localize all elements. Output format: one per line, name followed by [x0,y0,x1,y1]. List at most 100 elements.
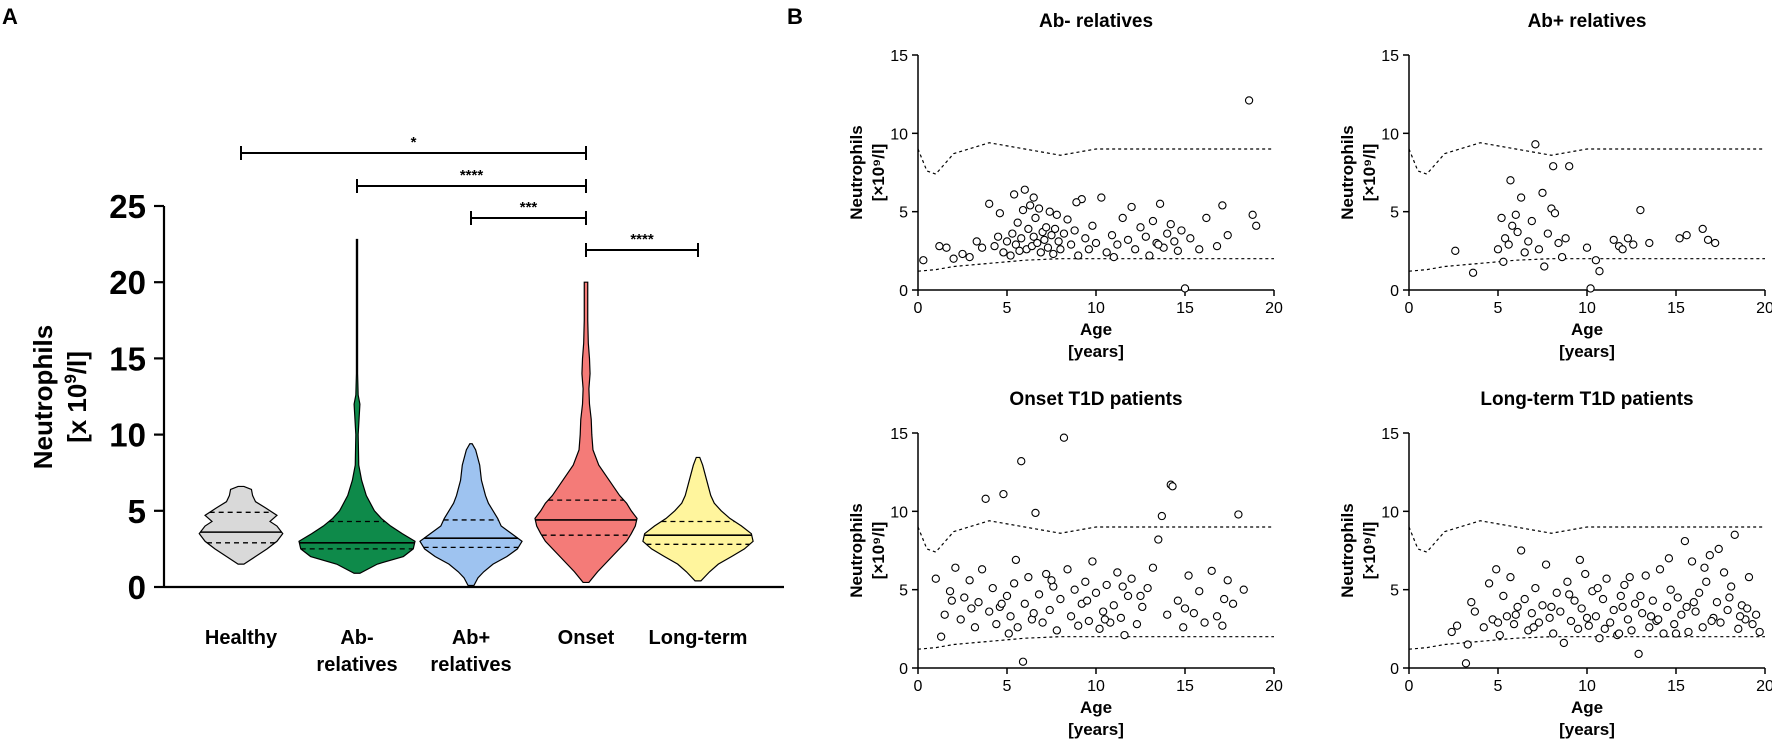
data-point [1573,624,1583,633]
data-point [1629,240,1638,249]
data-point [1598,594,1608,604]
y-tick-label: 10 [890,126,908,143]
data-point [1655,565,1665,574]
y-tick-label: 5 [899,583,908,600]
upper-ref-line [1408,520,1765,553]
data-point [935,241,944,251]
data-point [1195,587,1204,596]
x-axis-label-line1: Age [1080,320,1112,339]
y-tick-label: 0 [1390,283,1399,300]
data-point [1714,544,1723,554]
data-point [1493,618,1503,627]
data-point [1127,202,1136,212]
category-label: Long-term [649,627,748,649]
data-point [1008,229,1017,238]
category-labels: Healthy Ab-relatives Ab+ relatives Onset Long… [205,627,748,676]
data-point [1563,577,1572,586]
data-point [1549,162,1558,171]
data-point [1136,223,1145,232]
y-axis-label-line1: Neutrophils [847,503,866,597]
data-point [1088,557,1097,566]
y-tick-label: 0 [899,661,908,678]
x-tick-label: 10 [1578,678,1596,695]
data-point [1707,616,1716,626]
data-point [942,243,951,252]
data-point [1508,221,1517,230]
data-point [1228,599,1238,608]
data-point [947,596,956,605]
data-point [1239,585,1248,594]
data-point [1666,585,1675,594]
x-tick-label: 0 [1405,300,1414,317]
x-tick-label: 10 [1087,678,1105,695]
data-point [1082,596,1092,605]
data-point [1582,243,1592,252]
data-point [1552,588,1561,597]
data-point [1527,609,1536,618]
data-point [1177,226,1186,235]
data-point [956,615,965,624]
x-tick-label: 10 [1578,300,1596,317]
data-point [977,565,987,574]
data-point [1002,237,1012,246]
data-point [1252,221,1261,230]
data-point [985,199,994,208]
data-point [1627,626,1636,635]
data-point [1043,243,1053,252]
data-point [1066,240,1076,249]
data-point [1102,580,1111,590]
data-point [1180,284,1190,293]
data-point [1186,234,1195,243]
data-point [931,574,940,583]
data-point [1557,252,1567,262]
x-axis-label-line2: [years] [1559,342,1615,361]
violins [198,238,754,587]
data-point [1024,572,1033,582]
data-point [1097,193,1106,202]
data-point [1084,616,1094,626]
data-point [1072,198,1081,207]
data-point [1529,623,1538,632]
data-point [1550,209,1560,218]
data-point [1723,605,1732,615]
data-point [1173,596,1183,605]
data-point [1511,610,1520,619]
data-point [1189,609,1199,618]
significance-brackets: ************ [240,134,699,257]
x-tick-label: 20 [1265,300,1283,317]
data-point [1218,201,1227,210]
data-point [1091,588,1101,597]
data-point [1630,599,1640,608]
data-point [1727,582,1736,591]
upper-ref-line [917,142,1274,175]
data-point [1513,602,1522,612]
data-point [1743,604,1752,613]
data-point [1543,229,1552,238]
data-point [1662,602,1672,612]
data-point [1059,433,1069,442]
data-point [1703,235,1713,245]
data-point [1516,546,1526,555]
data-point [1484,579,1494,588]
data-point [1009,579,1019,588]
x-tick-label: 5 [1494,678,1503,695]
data-point [1467,598,1476,607]
data-point [1202,213,1211,223]
significance-label: * [411,134,417,151]
data-point [1591,256,1601,265]
data-point [1664,554,1674,563]
data-point [1675,234,1684,243]
data-point [1154,535,1163,544]
data-point [1132,619,1142,629]
data-point [1244,96,1254,105]
y-tick-label: 0 [128,569,146,606]
data-point [1015,246,1024,255]
data-point [1020,185,1029,194]
data-point [1200,618,1209,627]
data-point [1751,610,1761,619]
x-tick-label: 20 [1265,678,1283,695]
lower-ref-line [1408,636,1765,650]
data-point [1479,623,1488,632]
data-point [1091,238,1101,248]
y-axis-label-line1: Neutrophils [1338,125,1357,219]
